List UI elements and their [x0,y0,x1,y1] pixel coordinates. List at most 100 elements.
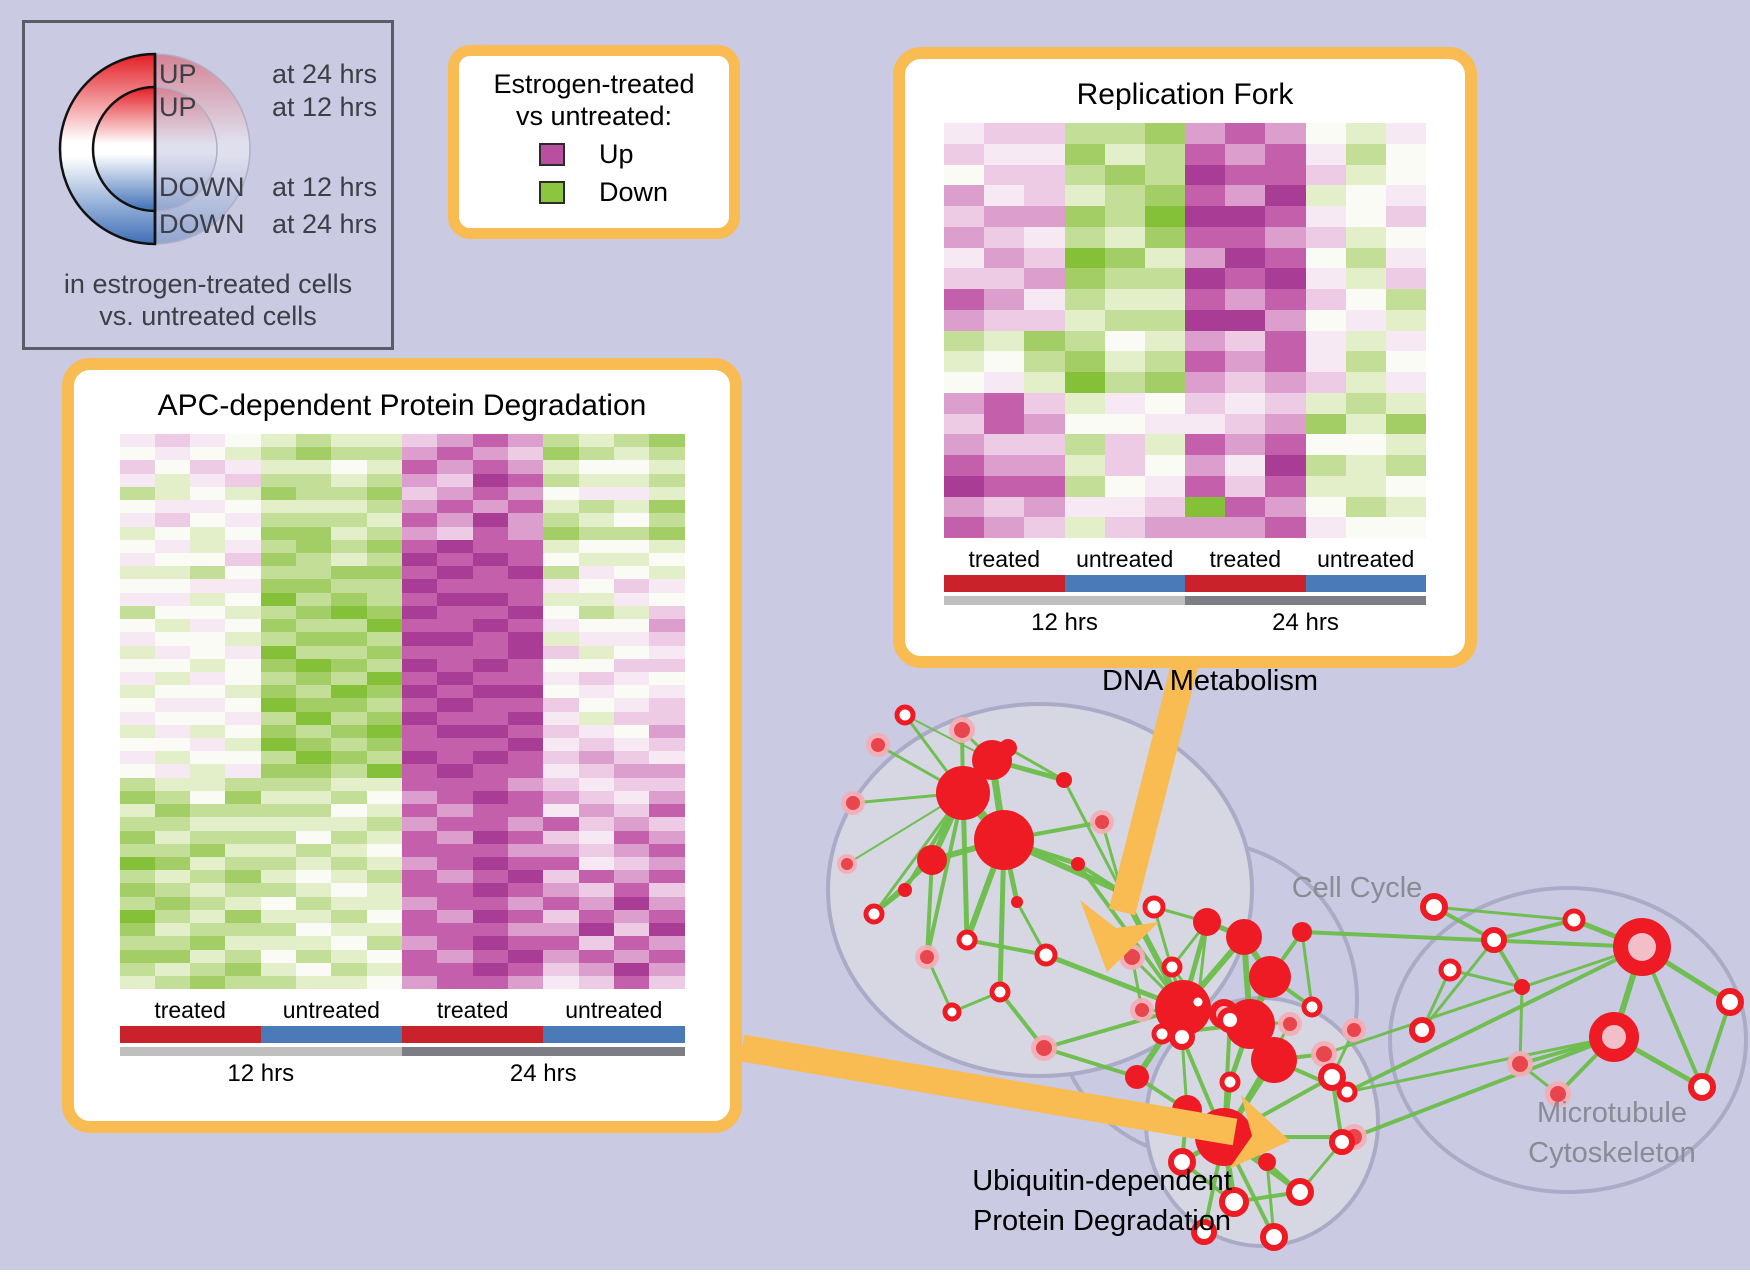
heatmap-cell [1265,143,1306,165]
heatmap-cell [331,751,367,765]
heatmap-cell [366,434,402,448]
heatmap-cell [119,909,155,924]
heatmap-cell [190,777,226,791]
heatmap-cell [472,605,508,620]
heatmap-cell [366,975,402,990]
heatmap-cell [1185,268,1226,289]
heatmap-cell [402,434,438,448]
heatmap-cell [944,226,985,248]
heatmap-cell [649,804,685,818]
heatmap-cell [472,751,508,765]
heatmap-cell [1305,496,1346,518]
heatmap-cell [225,513,261,527]
heatmap-cell [1064,475,1105,497]
heatmap-cell [437,566,473,580]
heatmap-cell [984,413,1025,435]
heatmap-cell [190,724,226,739]
heatmap-cell [225,777,261,791]
arrow-apc-to-ubiquitin [739,1034,1238,1146]
heatmap-cell [613,526,650,540]
heatmap-cell [260,724,297,739]
heatmap-cell [260,804,297,818]
heatmap-cell [649,975,685,990]
treatment-label: untreated [565,997,663,1023]
heatmap-cell [1104,351,1145,372]
heatmap-cell [1265,289,1306,310]
heatmap-cell [472,857,508,871]
heatmap-cell [1385,330,1427,352]
heatmap-cell [1104,434,1145,455]
heatmap-cell [507,447,544,461]
gene-node-ring [1420,893,1448,921]
legend-time-down-24: at 24 hrs [271,209,377,239]
heatmap-cell [649,685,685,699]
heatmap-cell [225,486,261,501]
heatmap-row [119,804,685,818]
color-key-title-line1: Estrogen-treated [493,69,695,99]
heatmap-cell [296,447,332,461]
heatmap-cell [437,857,473,871]
heatmap-cell [944,289,985,310]
heatmap-cell [1265,164,1306,186]
heatmap-cell [613,870,650,884]
heatmap-row [119,566,685,580]
heatmap-cell [543,777,579,791]
heatmap-cell [613,738,650,752]
heatmap-cell [296,513,332,527]
heatmap-cell [437,790,473,805]
heatmap-cell [944,413,985,435]
heatmap-cell [190,975,226,990]
heatmap-cell [613,685,650,699]
heatmap-row [119,605,685,620]
heatmap-cell [578,896,614,910]
replication-fork-panel: Replication Fork treated untreated treated… [893,47,1477,668]
heatmap-cell [154,711,191,725]
heatmap-cell [1225,268,1266,289]
heatmap-cell [1144,164,1186,186]
heatmap-cell [543,671,579,686]
heatmap-cell [1225,330,1266,352]
heatmap-cell [190,579,226,593]
heatmap-cell [437,473,473,487]
heatmap-cell [225,724,261,739]
heatmap-cell [154,949,191,963]
heatmap-cell [331,619,367,633]
heatmap-cell [578,923,614,937]
treatment-bar-segment [1064,575,1185,592]
heatmap-cell [507,658,544,672]
heatmap-cell [225,975,261,990]
heatmap-cell [331,724,367,739]
heatmap-cell [543,658,579,672]
heatmap-cell [1144,309,1186,331]
heatmap-cell [1024,392,1065,414]
heatmap-cell [1305,392,1346,414]
heatmap-cell [1024,164,1065,186]
heatmap-cell [331,883,367,897]
heatmap-cell [296,539,332,553]
heatmap-cell [260,777,297,791]
heatmap-cell [507,764,544,778]
heatmap-cell [1024,330,1065,352]
heatmap-cell [190,671,226,686]
heatmap-cell [1064,143,1105,165]
heatmap-cell [1064,123,1105,144]
heatmap-cell [402,539,438,553]
heatmap-row [119,923,685,937]
heatmap-row [119,592,685,606]
heatmap-cell [1345,434,1386,455]
heatmap-cell [331,830,367,844]
heatmap-cell [154,526,191,540]
heatmap-cell [366,526,402,540]
heatmap-cell [296,711,332,725]
heatmap-cell [984,164,1025,186]
heatmap-cell [543,896,579,910]
heatmap-cell [331,473,367,487]
heatmap-cell [296,619,332,633]
heatmap-cell [296,817,332,831]
heatmap-cell [437,896,473,910]
heatmap-cell [190,632,226,646]
legend-time-24: at 24 hrs [271,59,377,89]
gene-node-ring [1409,1017,1435,1043]
heatmap-cell [472,870,508,884]
heatmap-cell [1064,164,1105,186]
